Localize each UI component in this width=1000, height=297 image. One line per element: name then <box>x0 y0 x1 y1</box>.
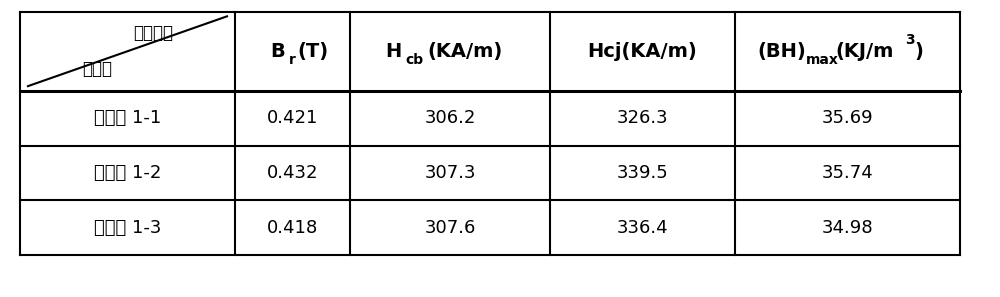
Text: (T): (T) <box>298 42 329 61</box>
Text: 35.69: 35.69 <box>822 109 873 127</box>
Text: 326.3: 326.3 <box>617 109 668 127</box>
Text: 306.2: 306.2 <box>424 109 476 127</box>
Text: B: B <box>270 42 285 61</box>
Text: 比较例 1-2: 比较例 1-2 <box>94 164 161 182</box>
Text: 磁性能: 磁性能 <box>82 60 112 78</box>
Text: (KA/m): (KA/m) <box>427 42 502 61</box>
Text: (BH): (BH) <box>758 42 806 61</box>
Text: (KJ/m: (KJ/m <box>836 42 894 61</box>
Text: 比较例 1-1: 比较例 1-1 <box>94 109 161 127</box>
Text: 3: 3 <box>906 33 915 47</box>
Text: 0.421: 0.421 <box>267 109 318 127</box>
Text: H: H <box>385 42 401 61</box>
Text: 307.6: 307.6 <box>424 219 476 237</box>
Text: Hcj(KA/m): Hcj(KA/m) <box>588 42 697 61</box>
Text: 35.74: 35.74 <box>822 164 873 182</box>
Text: 34.98: 34.98 <box>822 219 873 237</box>
Text: max: max <box>806 53 838 67</box>
Text: r: r <box>288 53 295 67</box>
Text: 实施方式: 实施方式 <box>133 24 173 42</box>
Text: 0.432: 0.432 <box>267 164 318 182</box>
Text: 比较例 1-3: 比较例 1-3 <box>94 219 161 237</box>
Text: 336.4: 336.4 <box>617 219 668 237</box>
Text: cb: cb <box>405 53 423 67</box>
Text: 0.418: 0.418 <box>267 219 318 237</box>
Text: 307.3: 307.3 <box>424 164 476 182</box>
Text: 339.5: 339.5 <box>617 164 668 182</box>
Text: ): ) <box>915 42 923 61</box>
